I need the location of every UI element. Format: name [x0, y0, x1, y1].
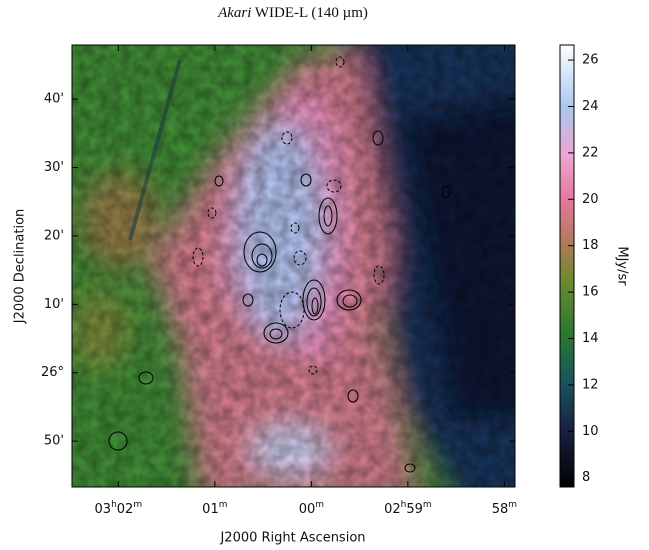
- colorbar-label: MJy/sr: [615, 246, 630, 286]
- x-tick-label: 03h02m: [95, 500, 143, 517]
- plot-frame: [71, 44, 516, 488]
- y-tick-label: 26°: [41, 365, 64, 380]
- colorbar-tick-label: 12: [582, 377, 599, 392]
- colorbar-tick-label: 24: [582, 99, 599, 114]
- colorbar-tick-label: 18: [582, 238, 599, 253]
- colorbar-tick-label: 20: [582, 192, 599, 207]
- x-tick-label: 02h59m: [384, 500, 432, 517]
- y-tick-label: 40': [44, 92, 64, 107]
- contours: [108, 56, 451, 473]
- colorbar-tick-label: 26: [582, 53, 599, 68]
- y-tick-label: 10': [44, 297, 64, 312]
- title-italic: Akari: [217, 5, 251, 21]
- y-tick-label: 30': [44, 160, 64, 175]
- colorbar-tick-label: 10: [582, 424, 599, 439]
- sky-image: [72, 45, 515, 487]
- colorbar-tick-label: 16: [582, 285, 599, 300]
- colorbar-tick-label: 22: [582, 145, 599, 160]
- x-tick-label: 58m: [492, 500, 517, 517]
- x-axis-label: J2000 Right Ascension: [219, 531, 365, 546]
- colorbar-tick-label: 8: [582, 470, 590, 485]
- y-tick-label: 50': [44, 434, 64, 449]
- title-text: WIDE-L (140 µm): [255, 5, 368, 21]
- chart-title: Akari WIDE-L (140 µm): [217, 5, 368, 21]
- colorbar-tick-label: 14: [582, 331, 599, 346]
- x-tick-label: 00m: [299, 500, 324, 517]
- x-tick-label: 01m: [202, 500, 227, 517]
- colorbar: [559, 44, 575, 488]
- y-tick-label: 20': [44, 228, 64, 243]
- y-axis-label: J2000 Declination: [13, 209, 28, 325]
